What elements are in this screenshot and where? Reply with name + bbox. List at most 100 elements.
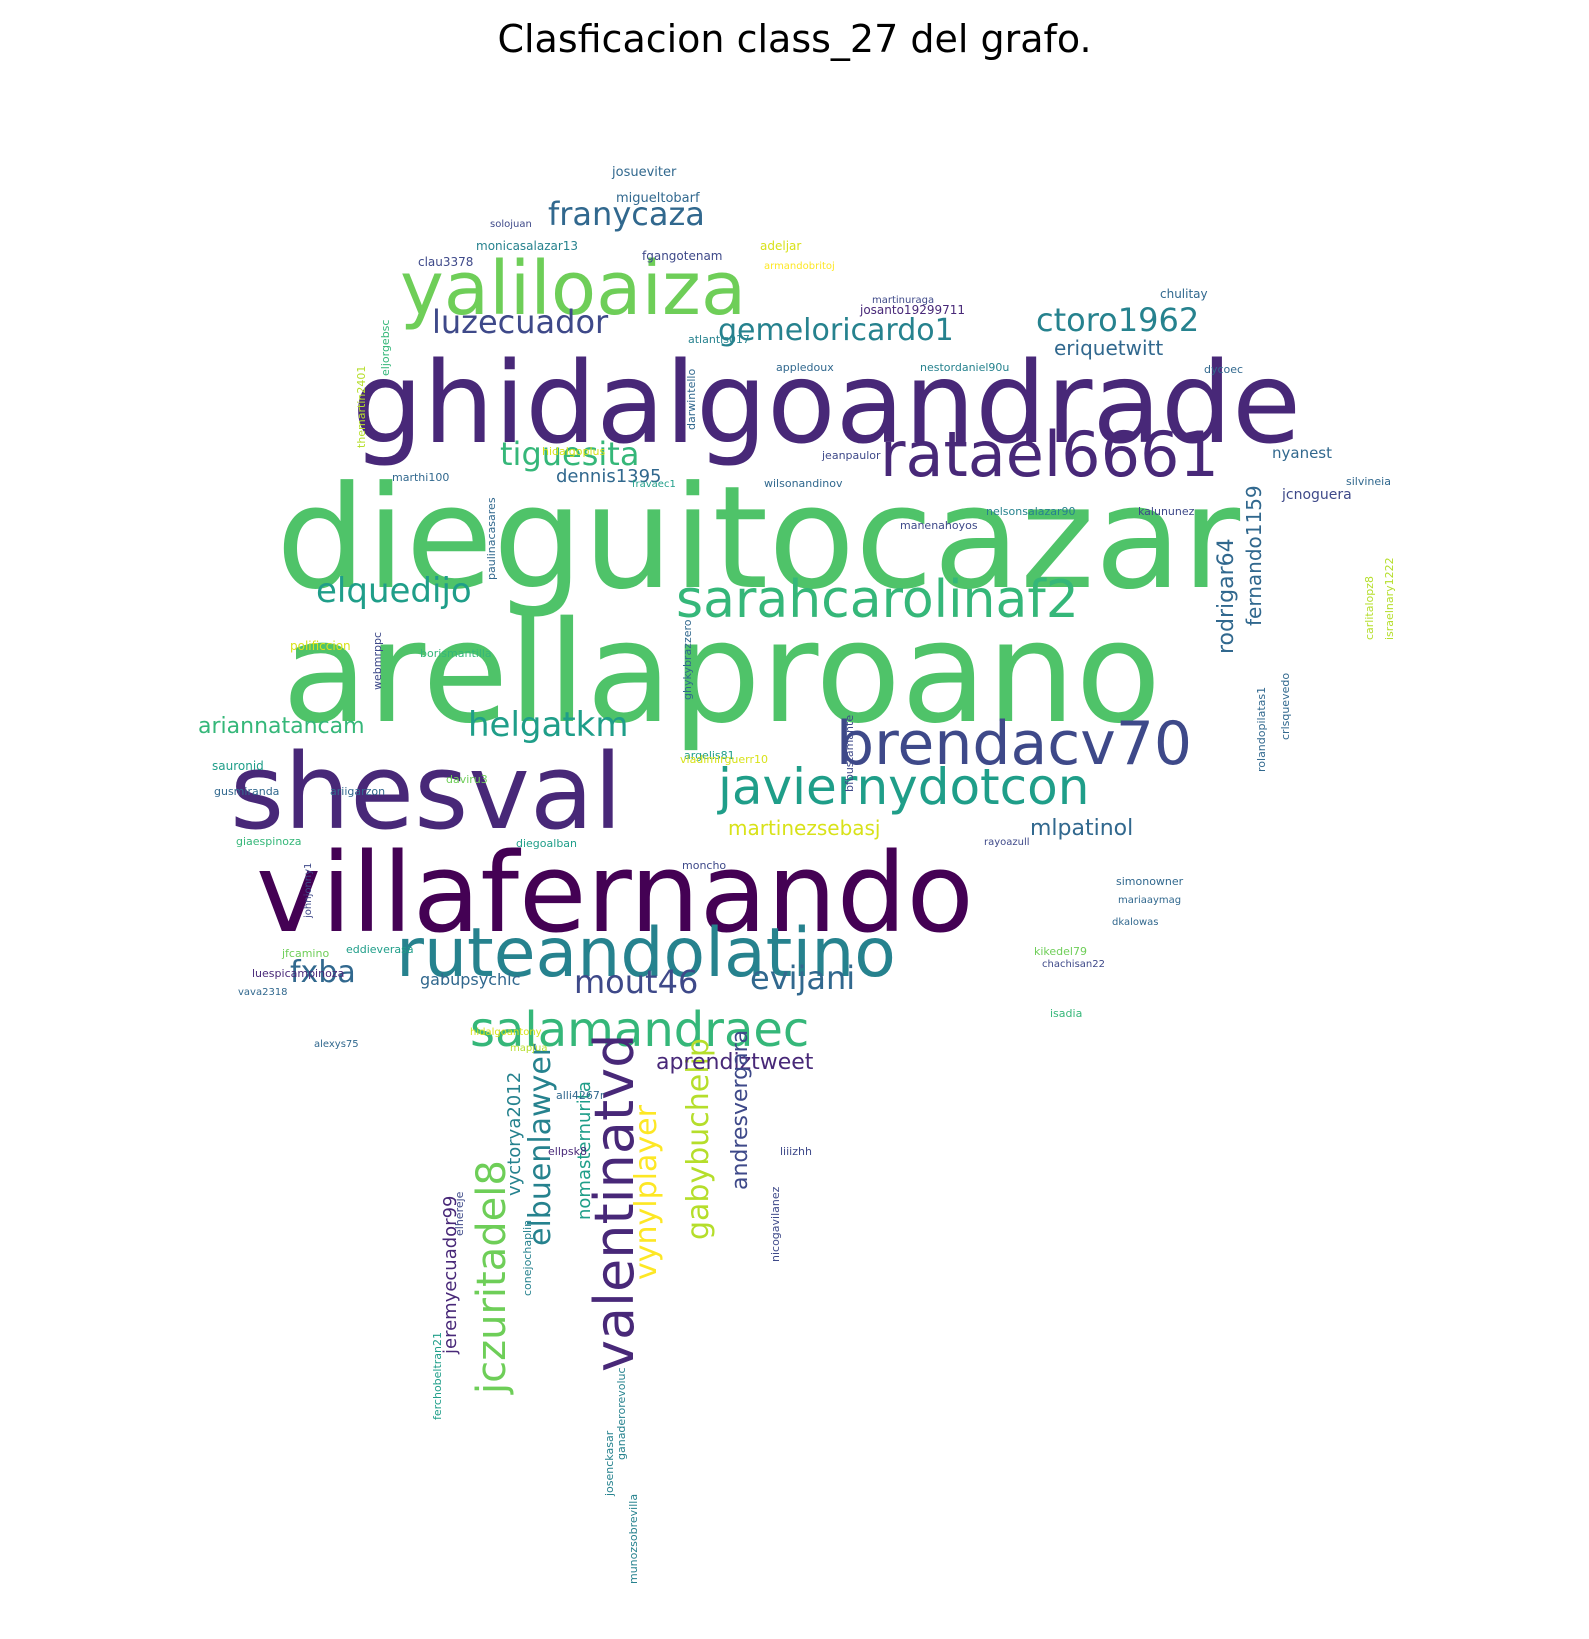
cloud-word: rayoazull	[984, 837, 1030, 848]
cloud-word: dycoec	[1204, 363, 1244, 376]
cloud-word: themartin2401	[355, 365, 368, 448]
cloud-word: atlantis017	[688, 333, 750, 346]
cloud-word: argelis81	[684, 749, 735, 762]
cloud-word: gabupsychic	[420, 970, 521, 989]
cloud-word: andresvergara	[728, 1029, 753, 1190]
cloud-word: ctoro1962	[1036, 301, 1200, 339]
cloud-word: nestordaniel90u	[920, 361, 1010, 374]
cloud-word: vynylplayer	[629, 1105, 664, 1280]
cloud-word: evijani	[750, 959, 856, 997]
cloud-word: villafernando	[256, 829, 974, 957]
cloud-word: isadia	[1050, 1007, 1083, 1020]
cloud-word: shesval	[230, 731, 623, 853]
cloud-word: carlitalopz8	[1363, 575, 1376, 640]
cloud-word: mlpatinol	[1030, 816, 1134, 841]
cloud-word: dennis1395	[556, 466, 662, 487]
cloud-word: appledoux	[776, 361, 834, 374]
cloud-word: mapjua	[510, 1043, 548, 1054]
cloud-word: elquedijo	[316, 571, 472, 611]
cloud-word: diegoalban	[516, 837, 578, 850]
cloud-word: ganaderorevoluc	[615, 1367, 628, 1460]
cloud-word: liiizhh	[780, 1145, 812, 1158]
cloud-word: arellaproano	[282, 592, 1162, 755]
cloud-word: vladimirguerr10	[680, 753, 769, 766]
cloud-word: eljorgebsc	[379, 319, 392, 376]
cloud-word: armandobritoj	[764, 261, 835, 272]
cloud-word: eriquetwitt	[1054, 336, 1164, 360]
cloud-word: chachisan22	[1042, 959, 1105, 970]
cloud-word: javiernydotcon	[718, 758, 1090, 816]
cloud-word: darwintello	[685, 368, 698, 430]
cloud-word: brendacv70	[836, 709, 1193, 779]
cloud-word: manenahoyos	[900, 519, 978, 532]
cloud-word: migueltobarf	[616, 191, 700, 206]
cloud-word: borismantilla	[420, 647, 492, 660]
cloud-word: kalununez	[1138, 505, 1195, 518]
cloud-word: crlsquevedo	[1279, 672, 1292, 740]
cloud-word: fernando1159	[1242, 485, 1266, 626]
cloud-word: moncho	[682, 859, 727, 872]
cloud-word: hidalgoplus	[542, 445, 606, 458]
cloud-word: mout46	[574, 963, 699, 1001]
cloud-word: sauronid	[212, 759, 264, 773]
cloud-word: monicasalazar13	[476, 239, 579, 253]
cloud-word: bfbustamante	[843, 714, 856, 792]
cloud-word: solojuan	[490, 219, 532, 230]
cloud-word: luzecuador	[432, 303, 609, 341]
figure-title: Clasficacion class_27 del grafo.	[497, 17, 1092, 61]
cloud-word: martinuraga	[872, 295, 935, 306]
cloud-word: josueviter	[612, 165, 677, 180]
cloud-word: sarahcarolinaf2	[676, 570, 1079, 630]
cloud-word: ghidalgoandrade	[352, 339, 1302, 469]
cloud-word: dieguitocazar	[276, 456, 1241, 621]
cloud-word: gemeloricardo1	[718, 313, 954, 348]
cloud-word: clau3378	[418, 255, 474, 269]
cloud-word: jcnoguera	[1282, 487, 1352, 503]
cloud-word: ellpsk8	[548, 1145, 587, 1158]
cloud-word: ghykybrazzero	[681, 619, 694, 700]
cloud-word: mariaaymag	[1118, 895, 1182, 906]
cloud-word: fravaec1	[632, 479, 676, 490]
cloud-word: aprendiztweet	[656, 1050, 814, 1075]
cloud-word: salamandraec	[470, 1002, 810, 1058]
cloud-word: helgatkm	[468, 705, 629, 745]
cloud-word: polificcion	[290, 639, 351, 653]
cloud-word: kikedel79	[1034, 945, 1087, 958]
cloud-word: josenckasar	[603, 1430, 616, 1496]
cloud-word: elhereje	[453, 1191, 466, 1236]
cloud-word: fxba	[290, 955, 356, 990]
cloud-word: alli4267r	[556, 1089, 605, 1102]
cloud-word: silvineia	[1346, 475, 1391, 488]
cloud-word: simonowner	[1116, 875, 1184, 888]
cloud-word: johnjonny1	[303, 862, 314, 918]
cloud-word: fgangotenam	[642, 249, 723, 263]
cloud-word: nelsonsalazar90	[986, 505, 1076, 518]
cloud-word: conejochaplin	[521, 1219, 534, 1296]
cloud-word: josanto19299711	[860, 303, 966, 317]
cloud-word: wilsonandinov	[764, 477, 843, 490]
cloud-word: yaliloaiza	[400, 246, 747, 332]
cloud-word: israelnary1222	[1383, 557, 1396, 640]
cloud-word: eddieverasa	[346, 943, 414, 956]
cloud-word: ratael6661	[880, 418, 1219, 491]
cloud-word: ariannatancam	[198, 714, 365, 739]
cloud-word: vyctorya2012	[504, 1071, 525, 1196]
cloud-word: daviru3	[446, 773, 488, 786]
cloud-word: vava2318	[238, 987, 288, 998]
cloud-word: gusmiranda	[214, 785, 280, 798]
cloud-word: ruteandolatino	[396, 914, 896, 993]
cloud-word: hidalgoantony	[470, 1027, 542, 1038]
cloud-word: jeanpaulor	[822, 449, 881, 462]
cloud-word: rolandopilatas1	[1255, 686, 1268, 772]
cloud-word: marthi100	[392, 471, 450, 484]
cloud-word: munozsobrevilla	[627, 1493, 640, 1584]
cloud-word: dkalowas	[1112, 917, 1159, 928]
cloud-word: nicogavilanez	[769, 1186, 782, 1262]
cloud-word: webmrppc	[371, 632, 384, 690]
cloud-word: tiguesita	[500, 435, 640, 473]
cloud-word: nyanest	[1272, 444, 1333, 462]
cloud-word: ferchobeltran21	[431, 1331, 444, 1420]
cloud-word: chulitay	[1160, 287, 1208, 301]
cloud-word: martinezsebasj	[728, 816, 881, 840]
cloud-word: ariigarzon	[330, 785, 386, 798]
